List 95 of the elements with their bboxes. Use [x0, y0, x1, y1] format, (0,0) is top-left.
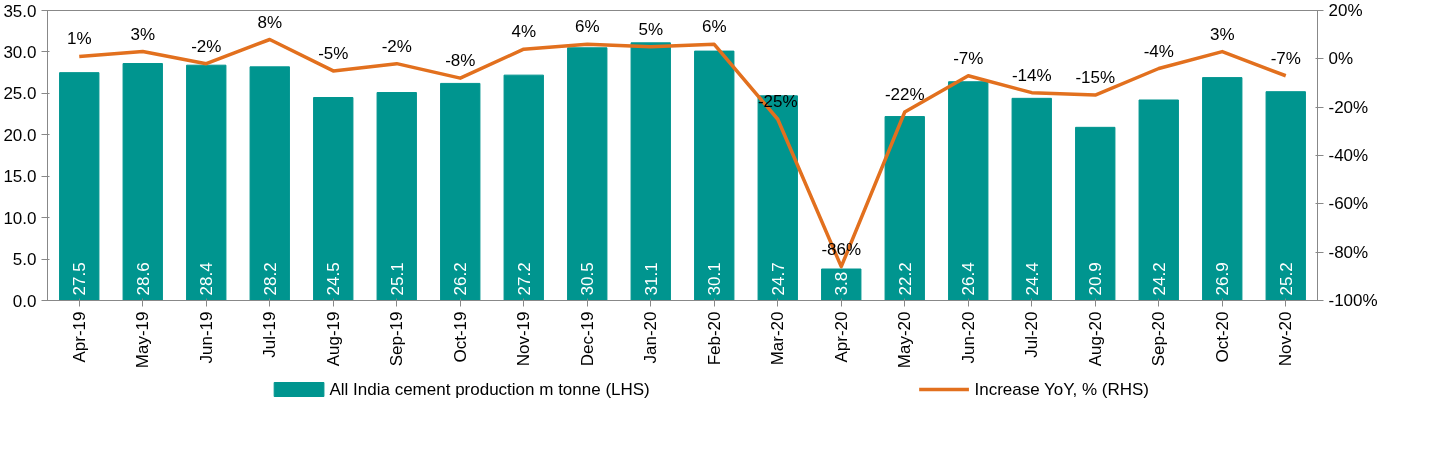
data-label: -4%	[1143, 41, 1174, 61]
x-tick-label: Sep-19	[387, 311, 407, 367]
data-label: 24.5	[324, 262, 344, 296]
bar	[884, 116, 925, 301]
data-label: 24.4	[1022, 262, 1042, 296]
data-label: 27.5	[70, 262, 90, 296]
bar	[1075, 126, 1116, 301]
legend-label: Increase YoY, % (RHS)	[974, 380, 1149, 399]
bar	[313, 97, 354, 301]
bar	[186, 64, 227, 301]
data-label: 31.1	[641, 262, 661, 296]
y-tick-label: 30.0	[3, 42, 37, 62]
bar	[440, 82, 481, 301]
data-label: -14%	[1011, 65, 1052, 85]
x-tick-label: Aug-19	[323, 311, 343, 367]
data-label: 26.4	[959, 262, 979, 296]
data-label: 25.1	[387, 262, 407, 296]
data-label: 5%	[638, 19, 664, 39]
data-label: -7%	[953, 48, 984, 68]
data-label: 6%	[574, 17, 600, 37]
bar	[249, 66, 290, 301]
bar	[376, 92, 417, 301]
y-tick-label: 15.0	[3, 167, 37, 187]
data-label: -2%	[381, 36, 412, 56]
y-tick-label: 5.0	[12, 250, 37, 270]
bar	[1011, 97, 1052, 301]
y-tick-label: 0.0	[12, 291, 37, 311]
x-tick-label: Oct-19	[450, 311, 470, 363]
y-tick-label: 25.0	[3, 84, 37, 104]
data-label: 24.7	[768, 262, 788, 296]
data-label: 28.6	[133, 262, 153, 296]
bar	[1202, 77, 1243, 301]
bar	[948, 81, 989, 301]
data-label: 3%	[130, 24, 156, 44]
bar	[630, 42, 671, 301]
data-label: 27.2	[514, 262, 534, 296]
y2-tick-label: 0%	[1328, 49, 1354, 69]
data-label: 25.2	[1276, 262, 1296, 296]
data-label: 30.1	[705, 262, 725, 296]
data-label: 26.9	[1213, 262, 1233, 296]
data-label: 28.4	[197, 262, 217, 296]
x-tick-label: May-19	[133, 311, 153, 369]
bar	[503, 74, 544, 301]
x-tick-label: Nov-20	[1276, 311, 1296, 367]
x-tick-label: Jun-20	[958, 311, 978, 364]
data-label: 4%	[511, 22, 537, 42]
data-label: -7%	[1270, 48, 1301, 68]
y2-tick-label: -60%	[1328, 194, 1369, 214]
data-label: -15%	[1075, 68, 1116, 88]
bar	[821, 268, 862, 301]
x-tick-label: Jul-20	[1022, 311, 1042, 358]
bar	[1138, 99, 1179, 301]
data-label: 1%	[66, 29, 92, 49]
x-tick-label: Dec-19	[577, 311, 597, 367]
x-tick-label: Feb-20	[704, 311, 724, 366]
y-tick-label: 35.0	[3, 1, 37, 21]
data-label: 8%	[257, 12, 283, 32]
y-tick-label: 10.0	[3, 208, 37, 228]
x-tick-label: Apr-19	[69, 311, 89, 363]
data-label: 3.8	[832, 271, 852, 296]
bar	[694, 50, 735, 301]
bar	[122, 63, 163, 301]
data-label: 3%	[1209, 24, 1235, 44]
data-label: -2%	[191, 36, 222, 56]
y2-tick-label: -100%	[1328, 291, 1378, 310]
y2-tick-label: -40%	[1328, 146, 1369, 165]
bar	[59, 72, 100, 301]
data-label: 20.9	[1086, 262, 1106, 296]
x-tick-label: Nov-19	[514, 311, 534, 367]
x-tick-label: Sep-20	[1149, 311, 1169, 367]
x-tick-label: Aug-20	[1085, 311, 1105, 367]
data-label: 28.2	[260, 262, 280, 296]
data-label: 24.2	[1149, 262, 1169, 296]
x-tick-label: Apr-20	[831, 311, 851, 363]
x-tick-label: Jan-20	[641, 311, 661, 364]
data-label: 26.2	[451, 262, 471, 296]
bar	[567, 47, 608, 301]
data-label: 30.5	[578, 262, 598, 296]
x-tick-label: Oct-20	[1212, 311, 1232, 363]
y2-tick-label: -20%	[1328, 97, 1369, 117]
bar	[1265, 91, 1306, 301]
legend-label: All India cement production m tonne (LHS)	[329, 380, 650, 399]
data-label: -22%	[884, 85, 925, 104]
x-tick-label: May-20	[895, 311, 915, 369]
y2-tick-label: 20%	[1328, 1, 1363, 20]
data-label: -8%	[445, 51, 476, 71]
data-label: -5%	[318, 43, 349, 63]
x-tick-label: Jun-19	[196, 311, 216, 364]
x-tick-label: Mar-20	[768, 311, 788, 366]
data-label: 22.2	[895, 262, 915, 296]
y-tick-label: 20.0	[3, 125, 37, 145]
bar	[757, 95, 798, 301]
y2-tick-label: -80%	[1328, 242, 1369, 262]
data-label: 6%	[701, 17, 727, 37]
x-tick-label: Jul-19	[260, 311, 280, 358]
